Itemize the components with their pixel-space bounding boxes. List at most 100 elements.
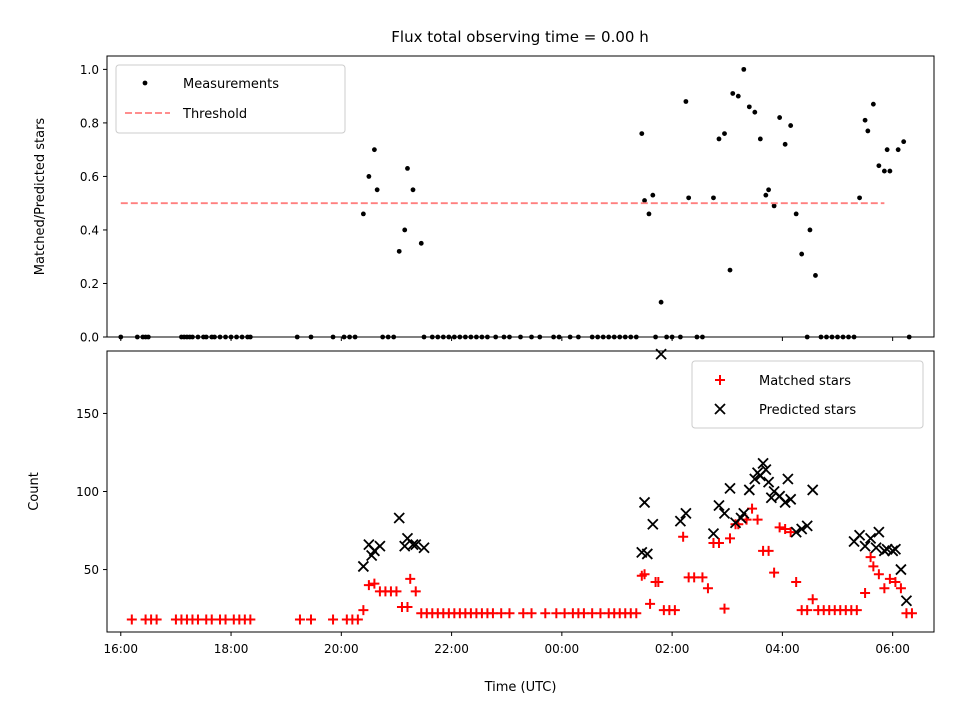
measurement-point xyxy=(722,131,727,137)
legend-box xyxy=(115,64,346,134)
measurement-point xyxy=(410,187,416,193)
matched-star-point xyxy=(860,587,871,598)
measurement-point xyxy=(746,104,752,110)
predicted-star-point xyxy=(418,542,430,554)
x-tick-label: 00:00 xyxy=(545,642,580,656)
predicted-star-point xyxy=(762,476,775,488)
measurement-point xyxy=(686,195,692,201)
y-tick-label: 1.0 xyxy=(80,63,99,77)
matched-star-point xyxy=(245,614,256,625)
matched-star-point xyxy=(890,577,901,588)
matched-star-point xyxy=(774,522,785,533)
matched-star-point xyxy=(879,583,890,594)
predicted-star-point xyxy=(713,499,725,512)
plot-frame xyxy=(106,55,935,338)
matched-star-point xyxy=(780,523,791,534)
measurement-point xyxy=(870,101,876,107)
matched-star-point xyxy=(719,603,730,614)
predicted-star-point xyxy=(407,538,419,551)
predicted-star-point xyxy=(889,543,902,555)
measurement-point xyxy=(752,109,758,115)
predicted-star-point xyxy=(641,548,653,560)
measurement-point xyxy=(402,227,408,233)
measurement-point xyxy=(646,211,652,217)
y-tick-label: 0.0 xyxy=(80,331,99,345)
predicted-star-point xyxy=(782,473,794,485)
measurement-point xyxy=(788,123,794,128)
measurement-point xyxy=(807,227,813,233)
measurement-point xyxy=(727,267,733,273)
measurement-point xyxy=(862,117,868,123)
matched-star-point xyxy=(402,602,413,613)
measurement-point xyxy=(857,195,862,201)
predicted-star-point xyxy=(410,538,422,551)
measurement-point xyxy=(813,273,818,278)
measurement-point xyxy=(876,163,882,169)
x-tick-label: 22:00 xyxy=(434,642,469,656)
x-tick-label: 04:00 xyxy=(765,642,800,656)
predicted-star-point xyxy=(707,528,720,540)
bottom-plot: 16:00 18:00 20:00 22:00 00:00 02:00 04:00 06:00… xyxy=(27,348,935,695)
matched-star-point xyxy=(906,608,917,619)
legend-marker-matched xyxy=(715,375,725,385)
measurement-point xyxy=(366,174,372,179)
matched-star-point xyxy=(702,583,713,594)
predicted-star-point xyxy=(760,464,772,476)
predicted-star-point xyxy=(870,542,882,554)
measurement-point xyxy=(865,128,871,134)
measurement-point xyxy=(405,166,410,171)
matched-star-point xyxy=(328,614,339,625)
predicted-star-point xyxy=(807,484,819,496)
legend-marker-measurements xyxy=(142,80,148,86)
y-tick-label: 0.4 xyxy=(80,223,99,237)
predicted-star-point xyxy=(859,540,871,552)
x-tick-label: 20:00 xyxy=(324,642,359,656)
matched-star-point xyxy=(631,608,642,619)
matched-star-point xyxy=(851,605,862,616)
matched-star-point xyxy=(126,614,137,625)
matched-star-point xyxy=(807,594,818,605)
predicted-star-point xyxy=(393,512,405,524)
measurement-point xyxy=(418,240,424,246)
matched-star-point xyxy=(868,561,879,572)
measurement-point xyxy=(374,187,380,193)
measurement-point xyxy=(884,147,890,153)
measurement-point xyxy=(716,136,722,142)
predicted-star-point xyxy=(638,496,651,509)
chart-title: Flux total observing time = 0.00 h xyxy=(391,28,648,46)
measurement-point xyxy=(741,66,747,72)
y-axis-label: Count xyxy=(27,472,42,511)
matched-star-point xyxy=(769,567,780,578)
matched-star-point xyxy=(639,569,650,580)
measurement-point xyxy=(793,211,799,217)
measurement-point xyxy=(777,115,783,120)
matched-star-point xyxy=(785,527,796,538)
y-tick-label: 50 xyxy=(84,563,99,577)
matched-star-point xyxy=(873,569,884,580)
matched-star-point xyxy=(294,614,305,625)
matched-star-point xyxy=(865,552,876,563)
predicted-star-point xyxy=(895,563,907,576)
predicted-star-point xyxy=(864,532,877,544)
matched-star-point xyxy=(504,608,515,619)
matched-star-point xyxy=(884,573,895,584)
matched-star-point xyxy=(410,586,421,597)
measurement-point xyxy=(771,203,777,209)
legend-label-measurements: Measurements xyxy=(183,77,279,92)
legend-marker-predicted xyxy=(714,403,726,415)
predicted-star-point xyxy=(900,595,913,607)
matched-star-point xyxy=(352,614,363,625)
matched-star-point xyxy=(391,586,402,597)
y-tick-label: 150 xyxy=(76,407,99,421)
measurement-point xyxy=(735,93,741,99)
predicted-star-point xyxy=(796,523,808,535)
predicted-star-point xyxy=(785,493,797,505)
legend-label-predicted: Predicted stars xyxy=(759,403,856,418)
predicted-star-point xyxy=(873,526,885,538)
predicted-star-point xyxy=(674,515,687,527)
measurement-point xyxy=(650,192,656,198)
predicted-star-point xyxy=(647,518,659,530)
measurement-point xyxy=(763,192,769,198)
x-tick-label: 02:00 xyxy=(655,642,690,656)
